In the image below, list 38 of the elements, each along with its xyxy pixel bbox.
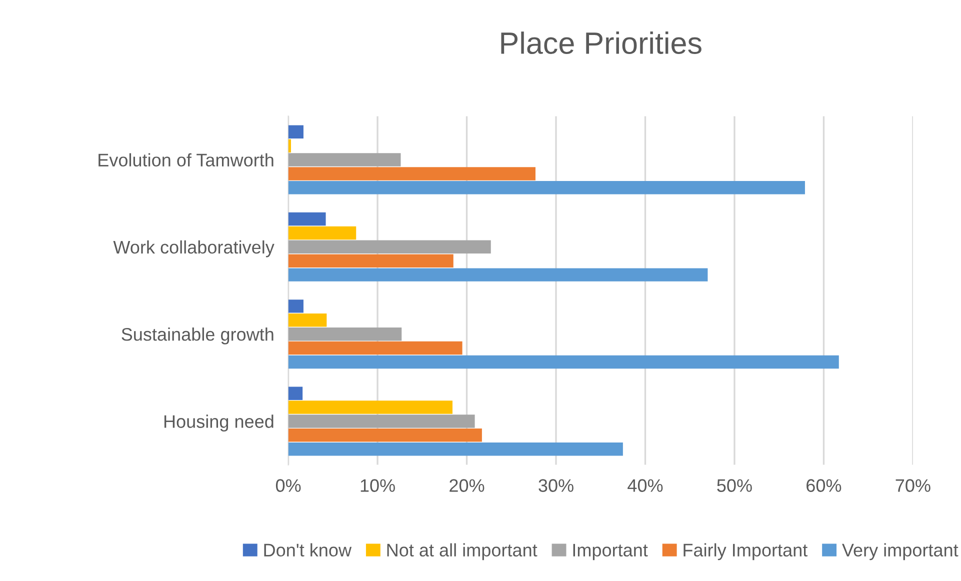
bar: [288, 167, 536, 180]
bar: [288, 139, 291, 152]
x-tick-label: 40%: [628, 479, 663, 492]
x-tick-label: 20%: [450, 479, 484, 492]
legend-label: Important: [573, 544, 648, 560]
bar: [288, 226, 356, 240]
y-tick-label: Work collaboratively: [113, 240, 274, 258]
bar: [288, 153, 401, 166]
y-tick-label: Sustainable growth: [122, 328, 274, 344]
bar: [288, 268, 708, 282]
bar: [288, 400, 452, 414]
y-tick-label: Housing need: [164, 414, 274, 432]
bar: [288, 442, 623, 456]
bar: [288, 300, 304, 313]
bar: [288, 254, 454, 268]
bar: [288, 386, 303, 400]
bar: [288, 355, 839, 369]
bar: [288, 414, 475, 428]
legend-label: Not at all important: [387, 543, 538, 560]
bar: [288, 240, 491, 254]
x-tick-label: 60%: [806, 479, 842, 492]
bar: [288, 125, 304, 139]
bar: [288, 428, 482, 442]
x-tick-label: 10%: [360, 479, 395, 492]
legend-label: Very important: [842, 543, 958, 560]
x-tick-label: 50%: [717, 479, 752, 492]
bar: [288, 212, 326, 226]
legend-label: Don't know: [264, 543, 352, 557]
bar: [288, 314, 327, 327]
x-tick-label: 70%: [896, 479, 930, 492]
y-tick-label: Evolution of Tamworth: [98, 153, 274, 166]
bar: [288, 327, 402, 341]
x-tick-label: 0%: [276, 479, 301, 492]
chart-title: Place Priorities: [501, 32, 702, 54]
legend-label: Fairly Important: [684, 543, 808, 560]
bar: [288, 341, 462, 355]
x-tick-label: 30%: [538, 479, 574, 492]
bar: [288, 181, 805, 194]
